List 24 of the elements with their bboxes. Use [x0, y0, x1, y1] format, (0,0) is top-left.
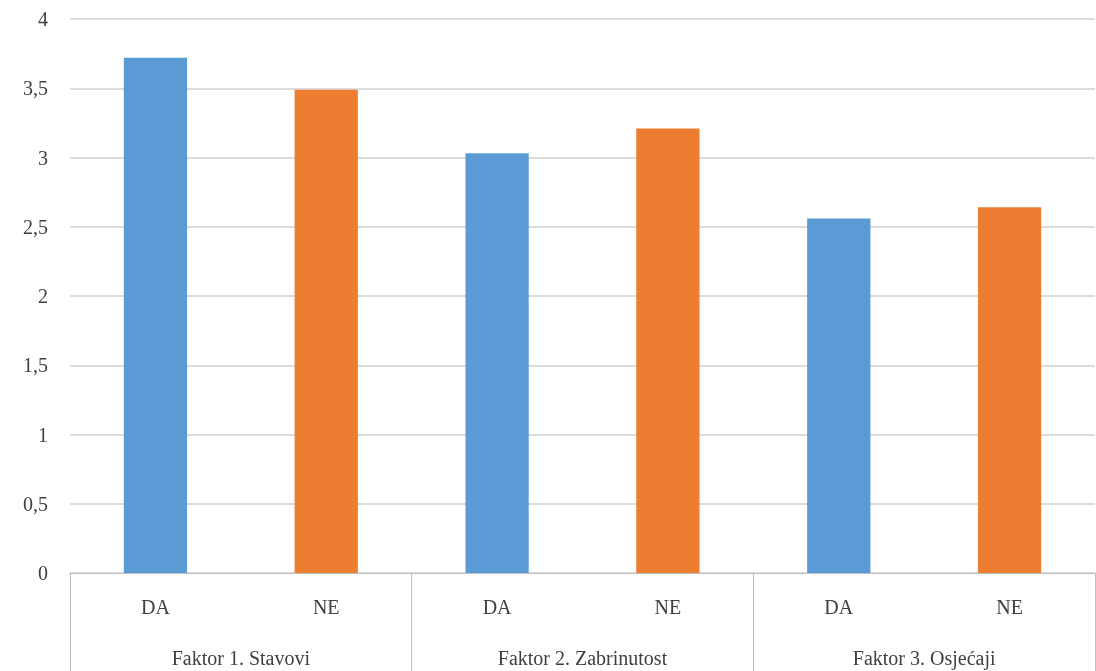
y-tick-label: 0,5: [23, 492, 48, 515]
bar: [977, 207, 1042, 573]
x-tick-label: Faktor 1. Stavovi: [171, 647, 311, 669]
y-tick-label: 3,5: [23, 77, 48, 100]
y-tick-label: 2: [38, 285, 48, 307]
x-tick-label: Faktor 3. Osjećaji: [852, 647, 996, 670]
text: DA: [482, 596, 512, 618]
y-tick-label: 1,5: [23, 354, 48, 377]
series-label: NE: [312, 596, 340, 618]
bar: [636, 128, 700, 573]
bar: [123, 57, 188, 573]
y-tick-label: 2,5: [23, 215, 48, 238]
y-tick-label: 1: [38, 423, 48, 446]
text: NE: [654, 596, 682, 618]
text: DA: [824, 596, 854, 618]
series-label: DA: [140, 596, 171, 618]
y-tick-label: 0: [38, 562, 48, 584]
bar: [465, 153, 529, 573]
y-tick-label: 3: [38, 146, 48, 169]
text: NE: [996, 596, 1023, 618]
y-tick-label: 4: [38, 8, 48, 30]
bar: [294, 89, 358, 573]
bar: [807, 218, 871, 573]
x-tick-label: Faktor 2. Zabrinutost: [497, 647, 668, 669]
